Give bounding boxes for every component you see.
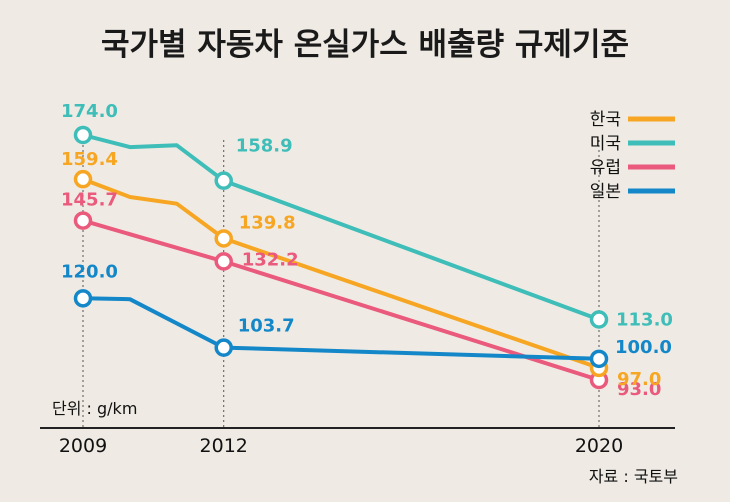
data-label: 120.0 bbox=[61, 261, 118, 282]
series-line bbox=[81, 133, 601, 322]
data-label: 158.9 bbox=[236, 136, 293, 157]
data-point-marker bbox=[73, 169, 93, 189]
x-tick-label: 2020 bbox=[575, 435, 623, 457]
data-label: 103.7 bbox=[238, 316, 295, 337]
data-label: 132.2 bbox=[242, 249, 299, 270]
data-point-marker bbox=[589, 349, 609, 369]
data-point-marker bbox=[214, 229, 233, 248]
x-tick-label: 2009 bbox=[59, 435, 107, 457]
data-label: 100.0 bbox=[615, 337, 672, 358]
data-label: 113.0 bbox=[616, 310, 673, 331]
legend-label: 한국 bbox=[590, 110, 621, 130]
legend-label: 미국 bbox=[590, 134, 621, 154]
series-line bbox=[81, 177, 601, 370]
data-label: 145.7 bbox=[61, 190, 118, 211]
data-label: 93.0 bbox=[617, 379, 661, 400]
data-point-marker bbox=[214, 252, 233, 271]
legend-label: 일본 bbox=[590, 182, 621, 202]
markers-layer bbox=[73, 125, 609, 390]
data-point-marker bbox=[214, 338, 233, 357]
data-label: 159.4 bbox=[61, 149, 118, 170]
unit-label: 단위 : g/km bbox=[52, 399, 137, 418]
data-point-marker bbox=[73, 289, 93, 308]
data-point-marker bbox=[589, 310, 609, 329]
chart-title: 국가별 자동차 온실가스 배출량 규제기준 bbox=[101, 27, 629, 63]
data-point-marker bbox=[73, 125, 93, 145]
data-label: 139.8 bbox=[239, 212, 296, 233]
data-labels-layer: 174.0 158.9 113.0 145.7 132.2 93.0 159.4 139.8 9… bbox=[61, 101, 673, 400]
data-point-marker bbox=[73, 211, 93, 230]
series-line bbox=[81, 296, 601, 361]
lines-layer bbox=[81, 133, 601, 382]
legend-label: 유럽 bbox=[590, 158, 621, 178]
data-label: 97.0 bbox=[617, 369, 661, 390]
data-label: 174.0 bbox=[61, 101, 118, 122]
source-label: 자료 : 국토부 bbox=[589, 467, 678, 486]
x-tick-label: 2012 bbox=[200, 435, 248, 457]
data-point-marker bbox=[214, 171, 233, 190]
